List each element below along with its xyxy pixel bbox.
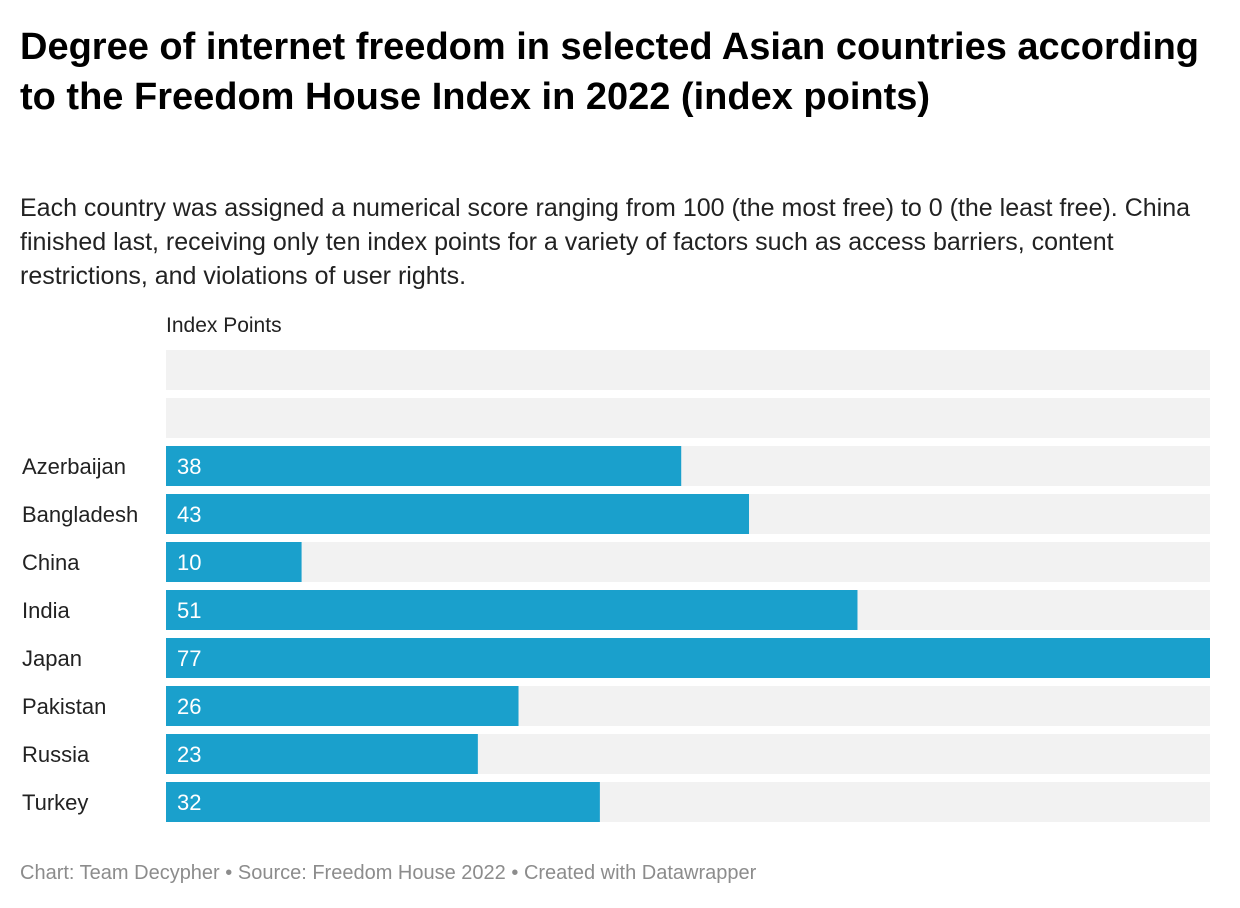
footer-source: Source: Freedom House 2022	[237, 862, 506, 884]
chart-footer: Chart: Team Decypher • Source: Freedom H…	[20, 862, 756, 885]
bar-track	[166, 542, 1210, 582]
bar	[166, 782, 600, 822]
column-header: Index Points	[166, 314, 282, 337]
value-label: 10	[177, 550, 201, 575]
chart-title: Degree of internet freedom in selected A…	[20, 26, 1200, 118]
category-label: India	[22, 598, 70, 623]
value-label: 43	[177, 502, 201, 527]
category-label: China	[22, 550, 80, 575]
value-label: 77	[177, 646, 201, 671]
bar	[166, 638, 1210, 678]
value-label: 38	[177, 454, 201, 479]
bar-track	[166, 398, 1210, 438]
footer-separator: •	[511, 862, 519, 884]
value-label: 32	[177, 790, 201, 815]
footer-credit: Chart: Team Decypher	[20, 862, 220, 884]
category-label: Russia	[22, 742, 90, 767]
footer-created: Created with Datawrapper	[523, 862, 757, 884]
value-label: 23	[177, 742, 201, 767]
bar	[166, 590, 858, 630]
bar-track	[166, 350, 1210, 390]
bar-chart: Azerbaijan 38 Bangladesh 43 China 10 India 51 Ja…	[22, 350, 1210, 822]
category-label: Turkey	[22, 790, 88, 815]
bar	[166, 494, 750, 534]
value-label: 51	[177, 598, 201, 623]
bar	[166, 734, 478, 774]
category-label: Bangladesh	[22, 502, 138, 527]
category-label: Azerbaijan	[22, 454, 126, 479]
category-label: Pakistan	[22, 694, 106, 719]
footer-separator: •	[225, 862, 233, 884]
bar	[166, 542, 302, 582]
bar	[166, 446, 682, 486]
bar	[166, 686, 519, 726]
category-label: Japan	[22, 646, 82, 671]
value-label: 26	[177, 694, 201, 719]
chart-subtitle: Each country was assigned a numerical sc…	[20, 194, 1191, 290]
